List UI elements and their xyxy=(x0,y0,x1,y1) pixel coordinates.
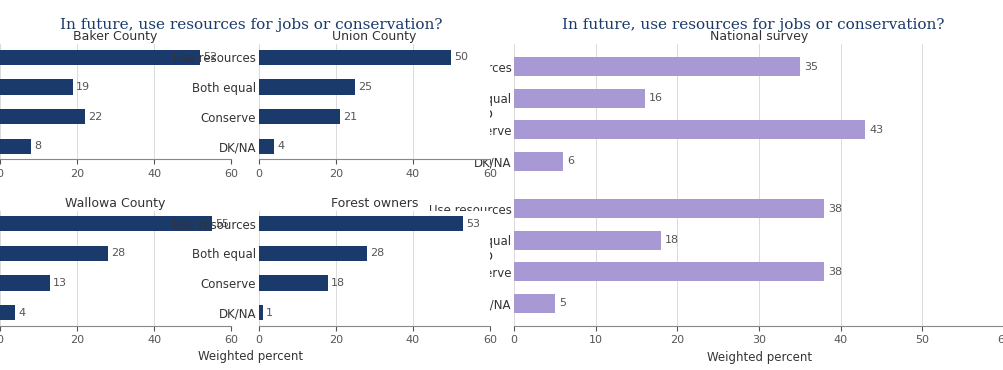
Text: 52: 52 xyxy=(203,52,218,62)
Text: 13: 13 xyxy=(53,278,67,288)
Bar xyxy=(514,231,661,250)
Text: 4: 4 xyxy=(18,308,26,318)
Bar xyxy=(259,216,462,232)
Text: 22: 22 xyxy=(87,112,102,122)
Bar xyxy=(514,152,563,171)
Text: 5: 5 xyxy=(559,299,566,309)
X-axis label: Weighted percent: Weighted percent xyxy=(706,351,810,364)
Text: Nonmetro: Nonmetro xyxy=(424,249,493,263)
Bar xyxy=(259,79,355,95)
Bar xyxy=(259,305,263,320)
Text: 1: 1 xyxy=(266,308,273,318)
Title: Baker County: Baker County xyxy=(73,30,157,43)
Text: 28: 28 xyxy=(369,248,383,258)
Text: 18: 18 xyxy=(331,278,345,288)
Bar xyxy=(0,305,15,320)
Text: 6: 6 xyxy=(567,156,574,166)
Title: Union County: Union County xyxy=(332,30,416,43)
Text: 35: 35 xyxy=(803,61,817,71)
Text: 38: 38 xyxy=(827,204,842,214)
Text: 50: 50 xyxy=(454,52,467,62)
Bar xyxy=(259,50,450,65)
Bar xyxy=(0,50,200,65)
Text: Weighted percent: Weighted percent xyxy=(199,350,303,363)
Text: In future, use resources for jobs or conservation?: In future, use resources for jobs or con… xyxy=(60,18,441,33)
Bar xyxy=(514,89,644,108)
Bar xyxy=(514,57,799,76)
Title: Forest owners: Forest owners xyxy=(330,197,417,210)
Bar xyxy=(514,199,823,218)
Text: 28: 28 xyxy=(110,248,125,258)
Bar xyxy=(259,109,339,124)
Text: 43: 43 xyxy=(869,125,883,135)
Text: 21: 21 xyxy=(342,112,356,122)
Bar xyxy=(514,262,823,281)
Text: 18: 18 xyxy=(665,235,679,245)
Bar xyxy=(0,216,212,232)
Bar xyxy=(514,120,865,139)
Text: 16: 16 xyxy=(648,93,662,103)
Bar xyxy=(259,138,274,154)
Bar xyxy=(259,246,366,261)
Bar xyxy=(0,109,84,124)
Text: 38: 38 xyxy=(827,267,842,277)
Text: Metro: Metro xyxy=(453,107,493,121)
Text: 55: 55 xyxy=(215,219,229,229)
Bar xyxy=(0,79,73,95)
Bar xyxy=(0,246,107,261)
Bar xyxy=(514,294,555,313)
Title: National survey: National survey xyxy=(709,30,807,43)
Text: 8: 8 xyxy=(34,141,41,151)
Text: 19: 19 xyxy=(76,82,90,92)
Text: 53: 53 xyxy=(465,219,479,229)
Text: 25: 25 xyxy=(358,82,372,92)
Bar xyxy=(0,138,31,154)
Text: 4: 4 xyxy=(277,141,284,151)
Bar xyxy=(0,275,50,291)
Title: Wallowa County: Wallowa County xyxy=(65,197,165,210)
Bar xyxy=(259,275,328,291)
Text: In future, use resources for jobs or conservation?: In future, use resources for jobs or con… xyxy=(562,18,943,33)
